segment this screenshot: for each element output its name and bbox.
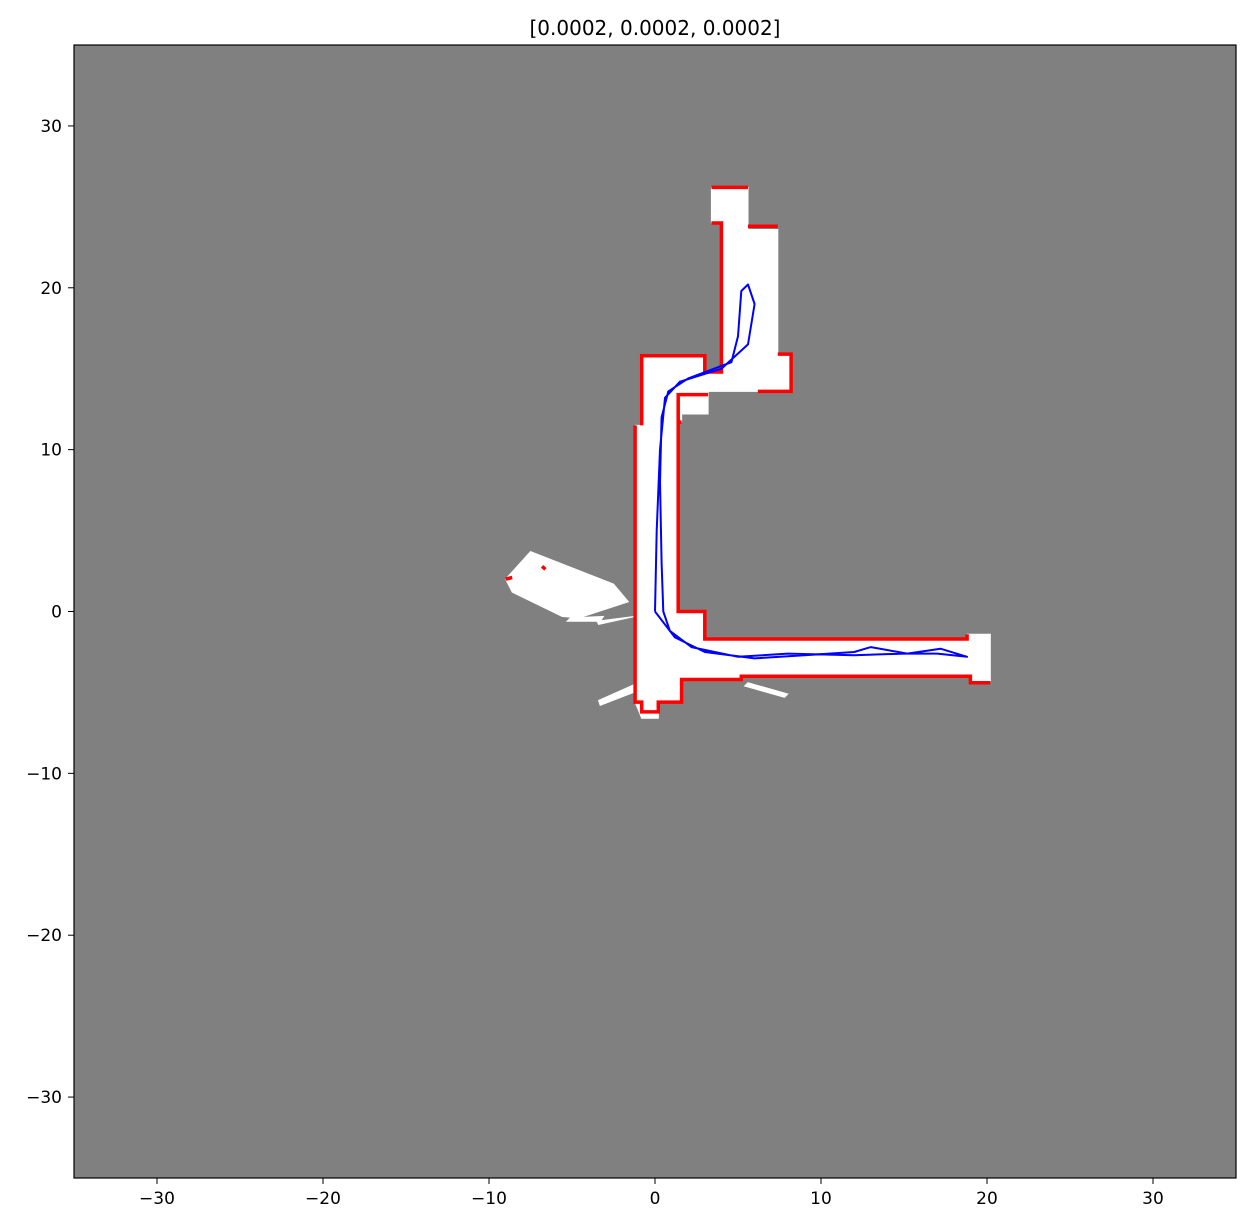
occupied-boundary-3: [757, 352, 793, 394]
plot-area: [73, 44, 1237, 1179]
x-tick-label: −20: [305, 1189, 341, 1209]
y-axis: 30 20 10 0 −10 −20 −30: [26, 117, 74, 1108]
trajectory-layer: [654, 283, 969, 660]
x-tick-label: 0: [650, 1189, 661, 1209]
x-tick-label: 30: [1142, 1189, 1164, 1209]
occupied-boundary-5: [676, 420, 969, 641]
y-tick-label: −10: [26, 764, 62, 784]
y-tick-label: 30: [40, 117, 62, 137]
trajectory-path-0: [654, 283, 969, 660]
occupied-boundary-4: [633, 425, 991, 714]
y-tick-label: 10: [40, 441, 62, 461]
y-tick-label: 20: [40, 279, 62, 299]
free-region-3: [596, 615, 636, 625]
free-region-4: [597, 682, 643, 707]
chart-title: [0.0002, 0.0002, 0.0002]: [530, 16, 781, 40]
free-space-layer: [504, 186, 991, 719]
x-axis: −30 −20 −10 0 10 20 30: [139, 1178, 1164, 1209]
x-tick-label: 20: [976, 1189, 998, 1209]
free-region-2: [565, 615, 605, 622]
occupied-boundary-7: [505, 575, 513, 581]
occupied-boundary-8: [540, 564, 547, 571]
y-tick-label: 0: [51, 603, 62, 623]
free-region-5: [743, 682, 789, 698]
y-tick-label: −20: [26, 926, 62, 946]
free-region-1: [504, 551, 630, 619]
y-tick-label: −30: [26, 1088, 62, 1108]
x-tick-label: −30: [139, 1189, 175, 1209]
x-tick-label: −10: [471, 1189, 507, 1209]
occupied-boundary-6: [676, 392, 709, 421]
x-tick-label: 10: [810, 1189, 832, 1209]
